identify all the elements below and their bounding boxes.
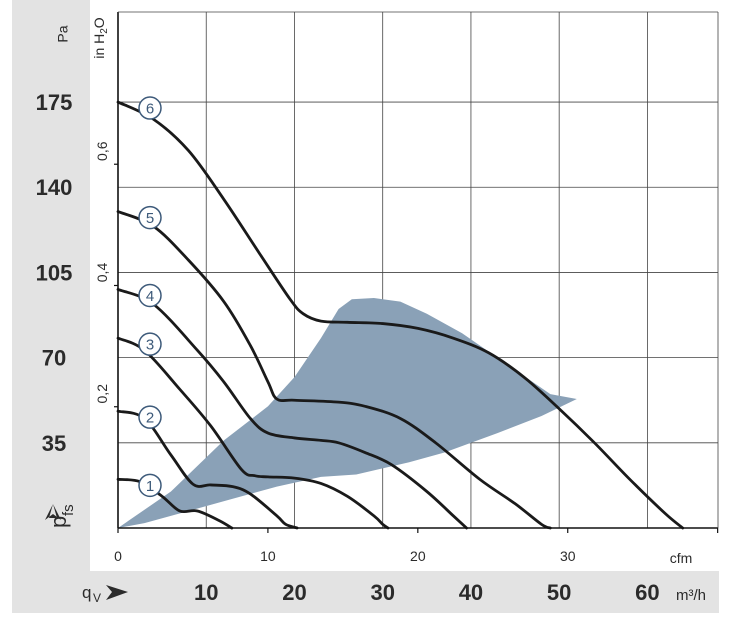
x-axis-unit-cfm: cfm [670,550,693,566]
series-marker-circle [138,473,162,498]
x-axis-unit-m3h: m³/h [676,587,706,604]
series-line-2 [116,409,299,530]
x-tick-label-m3h: 20 [282,580,306,605]
series-marker-4: 4 [138,283,162,308]
series-line-6 [116,100,685,530]
x-tick-label-cfm: 30 [560,548,576,564]
series-marker-label: 4 [146,288,154,305]
x-tick-label-m3h: 10 [194,580,218,605]
y-tick-label-inh2o: 0,6 [94,141,110,161]
series-marker-circle [138,405,162,429]
x-axis-label-qv-sub: V [93,591,101,605]
x-tick-label-cfm: 20 [410,548,426,564]
operating-region-layer [118,297,577,528]
left-axis-band [12,0,90,571]
series-marker-label: 5 [146,210,154,227]
series-marker-circle [138,205,162,230]
x-tick-label-m3h: 30 [370,580,394,605]
series-marker-circle [138,96,162,120]
series-line-5 [116,210,552,530]
x-tick-label-m3h: 40 [459,580,483,605]
series-marker-3: 3 [138,332,162,356]
y-tick-label-pa: 175 [36,90,73,115]
series-marker-1: 1 [138,473,162,498]
series-marker-5: 5 [138,205,162,230]
y-axis-label-p: p [46,516,71,528]
series-marker-circle [138,283,162,308]
series-marker-label: 1 [146,478,154,495]
x-tick-label-m3h: 60 [635,580,659,605]
curves-layer: 1 2 3 4 5 6 [116,96,685,530]
series-marker-label: 3 [146,337,154,354]
series-marker-label: 2 [146,410,154,427]
y-axis-label-pfs: p fs [46,504,77,528]
operating-region [118,297,577,528]
inh2o-unit-part-2: 2 [99,28,110,34]
x-axis-label-qv: q [82,583,91,602]
y-axis-unit-inh2o: in H2O [91,17,110,58]
x-tick-label-m3h: 50 [547,580,571,605]
series-marker-6: 6 [138,96,162,120]
y-tick-label-pa: 70 [42,346,66,371]
series-line-3 [116,336,390,530]
x-axis-arrow-icon [106,585,128,600]
inh2o-unit-main: in H2O [91,17,110,58]
series-line-4 [116,288,468,530]
y-axis-unit-pa: Pa [55,25,71,42]
series-marker-circle [138,332,162,356]
y-tick-label-inh2o: 0,2 [94,384,110,404]
bottom-axis-band [12,571,719,613]
inh2o-unit-part-3: O [91,17,107,28]
y-tick-label-inh2o: 0,4 [94,263,110,283]
y-tick-label-pa: 35 [42,431,66,456]
y-axis-arrow-icon [45,504,61,520]
series-marker-2: 2 [138,405,162,429]
series-marker-label: 6 [146,101,154,118]
x-tick-label-cfm: 10 [260,548,276,564]
y-tick-label-pa: 105 [36,260,73,285]
x-tick-label-cfm: 0 [114,548,122,564]
inh2o-unit-part-1: in H [91,34,107,59]
y-axis-label-sub: fs [60,504,77,516]
y-tick-label-pa: 140 [36,175,73,200]
